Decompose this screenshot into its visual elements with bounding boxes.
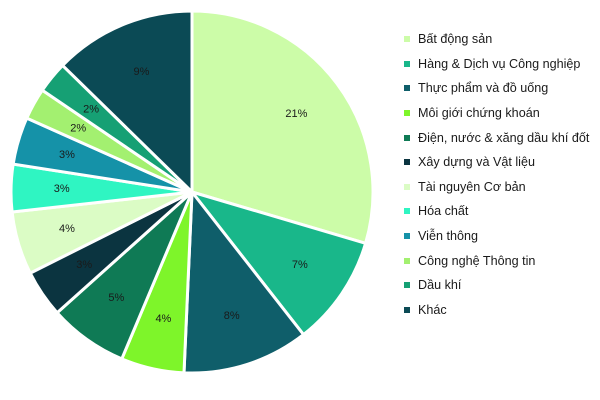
slice-label-2: 7%: [292, 259, 308, 271]
legend-label: Bất động sản: [418, 32, 493, 47]
pie-slices: [9, 9, 375, 375]
legend-label: Khác: [418, 302, 447, 317]
legend-item-4: Môi giới chứng khoán: [404, 101, 600, 126]
legend-label: Tài nguyên Cơ bản: [418, 179, 526, 194]
legend-swatch: [404, 60, 410, 67]
legend-swatch: [404, 159, 410, 166]
pie-slice-12: [60, 9, 194, 196]
legend-swatch: [404, 282, 410, 289]
pie-slice-2: [187, 189, 368, 337]
legend-item-2: Hàng & Dịch vụ Công nghiệp: [404, 52, 600, 77]
legend-swatch: [404, 110, 410, 117]
legend-label: Thực phẩm và đồ uống: [418, 81, 549, 96]
legend-label: Dầu khí: [418, 278, 462, 293]
legend-item-5: Điện, nước & xăng dầu khí đốt: [404, 125, 600, 150]
legend-item-7: Tài nguyên Cơ bản: [404, 175, 600, 200]
legend-swatch: [404, 208, 410, 215]
slice-label-6: 3%: [76, 259, 92, 271]
legend-label: Xây dựng và Vật liệu: [418, 155, 535, 170]
legend-label: Hàng & Dịch vụ Công nghiệp: [418, 56, 581, 71]
legend-label: Điện, nước & xăng dầu khí đốt: [418, 130, 590, 145]
legend-swatch: [404, 36, 410, 43]
slice-label-7: 4%: [59, 223, 75, 235]
legend-item-3: Thực phẩm và đồ uống: [404, 76, 600, 101]
legend-label: Công nghệ Thông tin: [418, 253, 536, 268]
legend-swatch: [404, 306, 410, 313]
slice-label-8: 3%: [54, 183, 70, 195]
legend-swatch: [404, 85, 410, 92]
legend-swatch: [404, 233, 410, 240]
legend-item-10: Công nghệ Thông tin: [404, 248, 600, 273]
legend-label: Viễn thông: [418, 229, 478, 244]
legend-label: Môi giới chứng khoán: [418, 106, 540, 121]
slice-label-1: 21%: [285, 108, 307, 120]
legend-item-1: Bất động sản: [404, 27, 600, 52]
pie-slice-labels: 21% 7% 8% 4% 5% 3% 4% 3% 3% 2% 2% 9%: [54, 66, 308, 325]
slice-label-5: 5%: [108, 292, 124, 304]
legend-item-12: Khác: [404, 298, 600, 323]
slice-label-12: 9%: [134, 66, 150, 78]
legend-swatch: [404, 183, 410, 190]
slice-label-4: 4%: [155, 313, 171, 325]
slice-label-11: 2%: [83, 103, 99, 115]
slice-label-3: 8%: [224, 310, 240, 322]
slice-label-9: 3%: [59, 149, 75, 161]
legend-swatch: [404, 134, 410, 141]
pie-slice-1: [190, 9, 375, 246]
legend: Bất động sản Hàng & Dịch vụ Công nghiệp Th…: [404, 27, 600, 322]
pie-slice-3: [182, 187, 306, 375]
slice-label-10: 2%: [70, 122, 86, 134]
legend-swatch: [404, 257, 410, 264]
pie-chart: 21% 7% 8% 4% 5% 3% 4% 3% 3% 2% 2% 9%: [9, 9, 375, 375]
legend-item-8: Hóa chất: [404, 199, 600, 224]
legend-item-11: Dầu khí: [404, 273, 600, 298]
legend-item-6: Xây dựng và Vật liệu: [404, 150, 600, 175]
legend-item-9: Viễn thông: [404, 224, 600, 249]
legend-label: Hóa chất: [418, 204, 469, 219]
